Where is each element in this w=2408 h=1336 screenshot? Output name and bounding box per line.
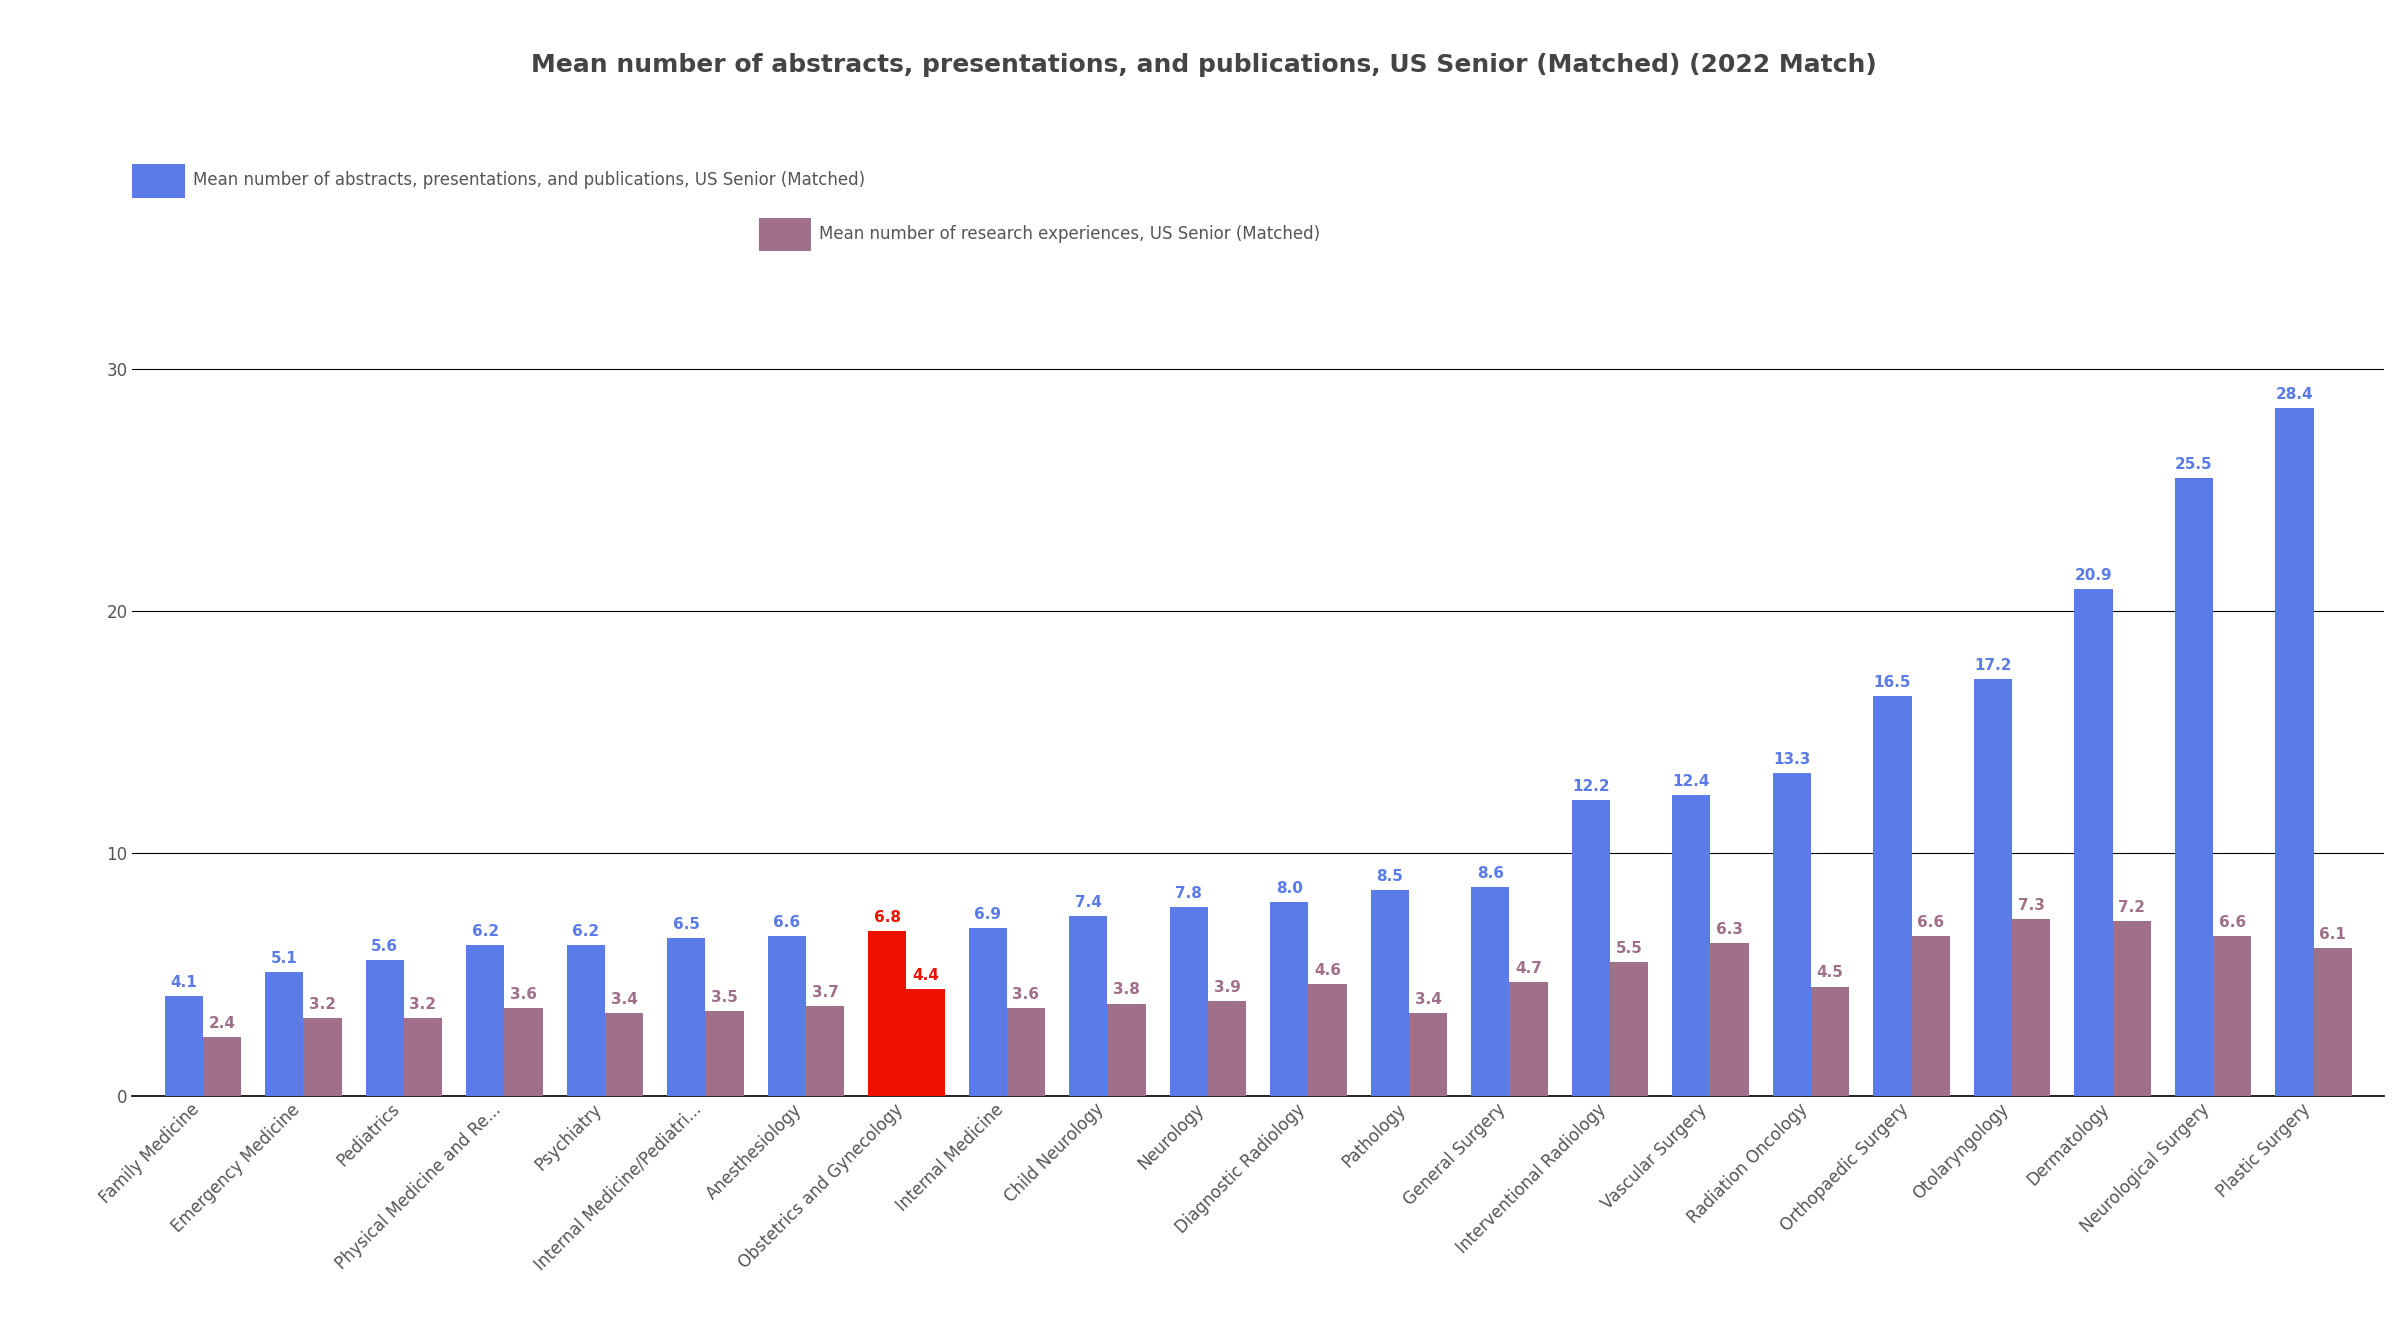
Bar (869, 931, 905, 1096)
Text: 28.4: 28.4 (2276, 386, 2314, 402)
Text: 17.2: 17.2 (1975, 657, 2011, 673)
Bar (2073, 589, 2112, 1096)
Bar (667, 938, 706, 1096)
Bar (1471, 887, 1510, 1096)
Bar (1007, 1009, 1045, 1096)
Bar (164, 997, 202, 1096)
Bar (1975, 679, 2013, 1096)
Text: 6.1: 6.1 (2319, 927, 2345, 942)
Bar (1611, 962, 1647, 1096)
Text: 3.6: 3.6 (1011, 987, 1040, 1002)
Bar (2213, 935, 2251, 1096)
Text: 6.8: 6.8 (874, 910, 901, 925)
Bar (2276, 407, 2314, 1096)
Text: 4.7: 4.7 (1515, 961, 1541, 975)
Text: Mean number of research experiences, US Senior (Matched): Mean number of research experiences, US … (819, 224, 1320, 243)
Text: 6.6: 6.6 (773, 915, 799, 930)
Text: 3.4: 3.4 (1413, 993, 1442, 1007)
Bar (1772, 774, 1811, 1096)
Bar (2112, 922, 2150, 1096)
Bar (202, 1037, 241, 1096)
Text: 3.4: 3.4 (612, 993, 638, 1007)
Bar (604, 1013, 643, 1096)
Text: Mean number of abstracts, presentations, and publications, US Senior (Matched): Mean number of abstracts, presentations,… (193, 171, 864, 190)
Bar (1409, 1013, 1447, 1096)
Bar (1271, 902, 1308, 1096)
Text: 4.1: 4.1 (171, 975, 197, 990)
Text: 3.6: 3.6 (510, 987, 537, 1002)
Bar (566, 946, 604, 1096)
Text: 3.8: 3.8 (1112, 982, 1139, 998)
Text: 6.9: 6.9 (975, 907, 1002, 922)
Text: 3.9: 3.9 (1214, 981, 1240, 995)
Bar (1671, 795, 1710, 1096)
Text: 8.5: 8.5 (1377, 868, 1404, 883)
Bar (1912, 935, 1950, 1096)
Bar (1873, 696, 1912, 1096)
Text: 2.4: 2.4 (209, 1017, 236, 1031)
Text: 3.5: 3.5 (710, 990, 737, 1005)
Text: 6.3: 6.3 (1717, 922, 1743, 937)
Text: 3.2: 3.2 (308, 997, 335, 1011)
Text: 7.3: 7.3 (2018, 898, 2044, 912)
Bar (1572, 800, 1611, 1096)
Text: 6.2: 6.2 (573, 925, 600, 939)
Bar (1370, 890, 1409, 1096)
Text: 7.2: 7.2 (2119, 900, 2146, 915)
Bar (706, 1011, 744, 1096)
Text: 5.6: 5.6 (371, 939, 397, 954)
Text: 5.5: 5.5 (1616, 942, 1642, 957)
Bar (807, 1006, 845, 1096)
Text: 6.6: 6.6 (2218, 915, 2247, 930)
Bar (265, 973, 303, 1096)
Text: 12.4: 12.4 (1674, 774, 1710, 790)
Text: Mean number of abstracts, presentations, and publications, US Senior (Matched) (: Mean number of abstracts, presentations,… (532, 53, 1876, 77)
Bar (366, 959, 405, 1096)
Bar (2013, 919, 2049, 1096)
Text: 25.5: 25.5 (2174, 457, 2213, 472)
Text: 4.4: 4.4 (913, 967, 939, 983)
Text: 6.2: 6.2 (472, 925, 498, 939)
Bar (1170, 907, 1209, 1096)
Text: 3.2: 3.2 (409, 997, 436, 1011)
Text: 12.2: 12.2 (1572, 779, 1609, 794)
Bar (503, 1009, 542, 1096)
Text: 6.5: 6.5 (672, 916, 701, 933)
Bar (1209, 1001, 1245, 1096)
Bar (968, 929, 1007, 1096)
Text: 5.1: 5.1 (270, 951, 299, 966)
Text: 20.9: 20.9 (2076, 568, 2112, 584)
Text: 13.3: 13.3 (1772, 752, 1811, 767)
Text: 3.7: 3.7 (811, 985, 838, 999)
Bar (1510, 982, 1548, 1096)
Bar (467, 946, 503, 1096)
Text: 4.6: 4.6 (1315, 963, 1341, 978)
Text: 8.0: 8.0 (1276, 880, 1303, 895)
Bar (405, 1018, 443, 1096)
Bar (768, 935, 807, 1096)
Bar (1108, 1003, 1146, 1096)
Text: 6.6: 6.6 (1917, 915, 1943, 930)
Bar (1308, 985, 1346, 1096)
Text: 16.5: 16.5 (1873, 675, 1912, 689)
Text: 4.5: 4.5 (1816, 966, 1845, 981)
Bar (1069, 916, 1108, 1096)
Bar (2174, 478, 2213, 1096)
Bar (1811, 986, 1849, 1096)
Bar (905, 989, 944, 1096)
Text: 7.4: 7.4 (1074, 895, 1103, 910)
Text: 8.6: 8.6 (1476, 866, 1505, 882)
Bar (303, 1018, 342, 1096)
Text: 7.8: 7.8 (1175, 886, 1202, 900)
Bar (1710, 943, 1748, 1096)
Bar (2314, 947, 2353, 1096)
